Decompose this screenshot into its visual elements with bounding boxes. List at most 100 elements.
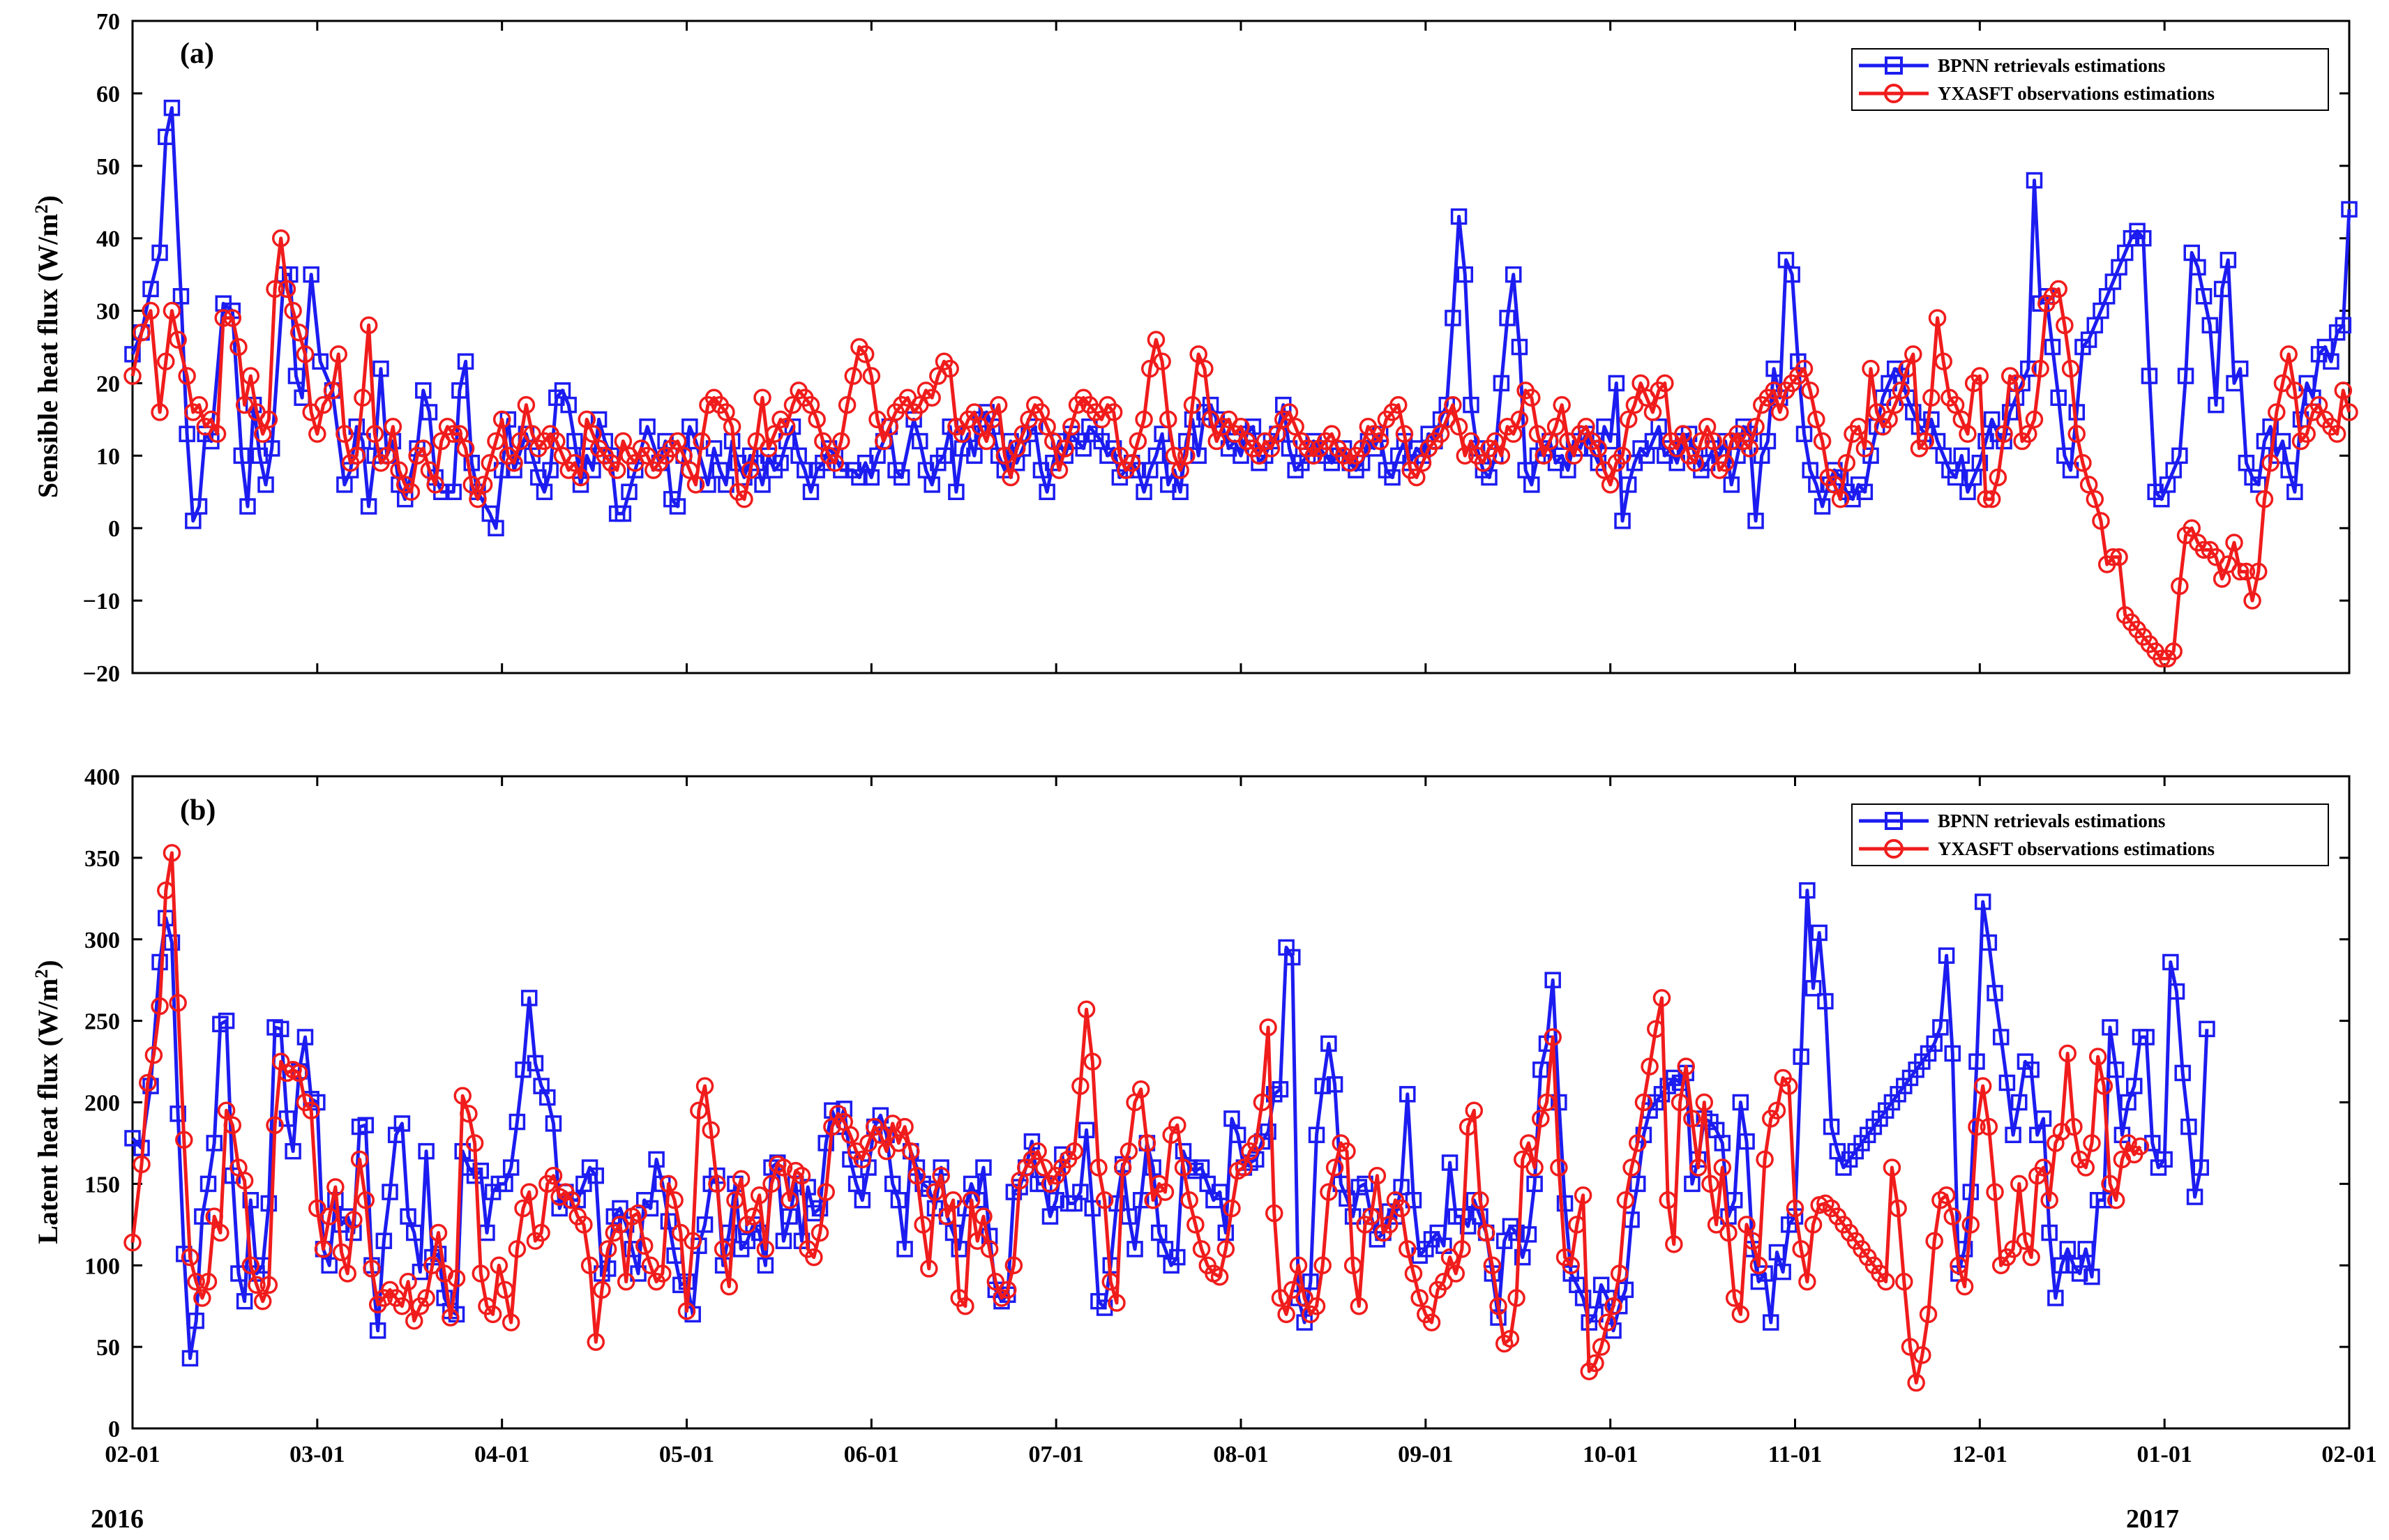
yxasft-point (1665, 1235, 1683, 1253)
yxasft-point (1780, 1077, 1798, 1095)
yxasft-point (2034, 1158, 2053, 1177)
yxasft-point (1855, 439, 1874, 458)
bpnn-point (1450, 208, 1468, 225)
bpnn-point (1320, 1035, 1337, 1052)
bpnn-point (1947, 469, 1964, 486)
yxasft-point (175, 1131, 193, 1149)
yxasft-point (1641, 1057, 1659, 1075)
bpnn-point (924, 476, 940, 493)
bpnn-point (2071, 1265, 2088, 1282)
bpnn-point (194, 1208, 211, 1225)
bpnn-point (1971, 454, 1989, 471)
yxasft-point (1628, 1134, 1647, 1152)
bpnn-point (372, 360, 389, 377)
yxasft-point (1013, 425, 1032, 443)
yxasft-point (1289, 1256, 1308, 1274)
yxasft-point (2213, 570, 2231, 588)
yxasft-point (442, 1308, 460, 1327)
bpnn-point (1784, 266, 1800, 283)
yxasft-point (514, 1199, 532, 1218)
yxasft-point (1795, 359, 1814, 378)
yxasft-point (1413, 453, 1432, 472)
yxasft-point (1919, 1305, 1938, 1324)
yxasft-point (693, 432, 711, 451)
bpnn-point (1223, 1110, 1240, 1127)
panel-b-label: (b) (180, 794, 216, 826)
panel-a-series (123, 99, 2358, 667)
bpnn-point (1617, 1281, 1634, 1299)
yxasft-point (1904, 345, 1922, 363)
yxasft-point (2110, 548, 2128, 566)
yxasft-point (1232, 418, 1250, 436)
bpnn-point (1054, 1146, 1071, 1163)
bpnn-point (1399, 1086, 1416, 1103)
yxasft-point (974, 1207, 993, 1225)
yxasft-point (1786, 1199, 1804, 1218)
yxasft-point (1389, 395, 1408, 414)
yxasft-point (575, 1216, 593, 1234)
yxasft-point (462, 476, 481, 494)
bpnn-point (190, 498, 208, 515)
bpnn-point (1459, 1218, 1477, 1235)
yxasft-point (1362, 1207, 1380, 1225)
bpnn-point (2023, 1062, 2040, 1078)
yxasft-point (2004, 1240, 2022, 1258)
bpnn-point (1774, 1263, 1791, 1281)
bpnn-point (2102, 1019, 2118, 1036)
yxasft-point (2237, 562, 2256, 581)
bpnn-point (2144, 1135, 2161, 1152)
yxasft-point (774, 1158, 793, 1177)
yxasft-point (614, 432, 633, 451)
yxasft-point (1553, 395, 1571, 414)
bpnn-point (1738, 1133, 1755, 1150)
yxasft-point (377, 446, 396, 465)
bpnn-point (1714, 1135, 1731, 1152)
bpnn-point (158, 128, 174, 145)
bpnn-point (1039, 483, 1055, 501)
yxasft-point (989, 395, 1008, 414)
yxasft-point (2056, 316, 2074, 335)
bpnn-point (1326, 1076, 1343, 1093)
bpnn-point (1505, 266, 1522, 283)
bpnn-point (2323, 353, 2339, 370)
x-tick-label: 02-01 (2321, 1442, 2376, 1467)
yxasft-point (1162, 1126, 1180, 1144)
panel-a-legend: BPNN retrievals estimations YXASFT obser… (1851, 48, 2329, 111)
bpnn-point (2174, 1064, 2191, 1082)
bpnn-point (754, 476, 771, 493)
yxasft-point (1950, 1256, 1968, 1274)
bpnn-point (757, 1257, 774, 1274)
yxasft-point (1604, 1297, 1622, 1315)
bpnn-point (1072, 1184, 1089, 1200)
yxasft-point (1977, 490, 1995, 508)
bpnn-point (1078, 1122, 1095, 1138)
bpnn-point (536, 483, 553, 501)
yxasft-point (2025, 410, 2044, 429)
yxasft-point (253, 425, 272, 443)
yxasft-point (151, 997, 169, 1016)
yxasft-point (1740, 439, 1759, 458)
bpnn-point (1514, 1248, 1531, 1266)
panel-a: (a) −20 −10 0 10 20 30 40 50 60 70 Sensible heat … (31, 9, 2358, 687)
bpnn-point (912, 432, 928, 450)
yxasft-point (808, 410, 826, 429)
yxasft-point (932, 1166, 950, 1185)
bpnn-point (1856, 483, 1874, 501)
yxasft-point (363, 1260, 381, 1278)
yxasft-point (505, 453, 523, 472)
yxasft-point (1934, 352, 1952, 371)
yxasft-point (1535, 446, 1553, 465)
bpnn-point (1260, 1123, 1276, 1140)
bpnn-point (1732, 1094, 1749, 1111)
bpnn-point (590, 411, 608, 428)
bpnn-point (1526, 1175, 1543, 1193)
x-tick-label: 12-01 (1952, 1442, 2007, 1467)
bpnn-point (1980, 934, 1998, 951)
bpnn-point (124, 346, 141, 363)
yxasft-point (920, 1260, 938, 1278)
yxasft-point (308, 425, 326, 443)
yxasft-point (1837, 453, 1856, 472)
yxasft-point (308, 1199, 326, 1218)
yxasft-point (1907, 1373, 1925, 1392)
